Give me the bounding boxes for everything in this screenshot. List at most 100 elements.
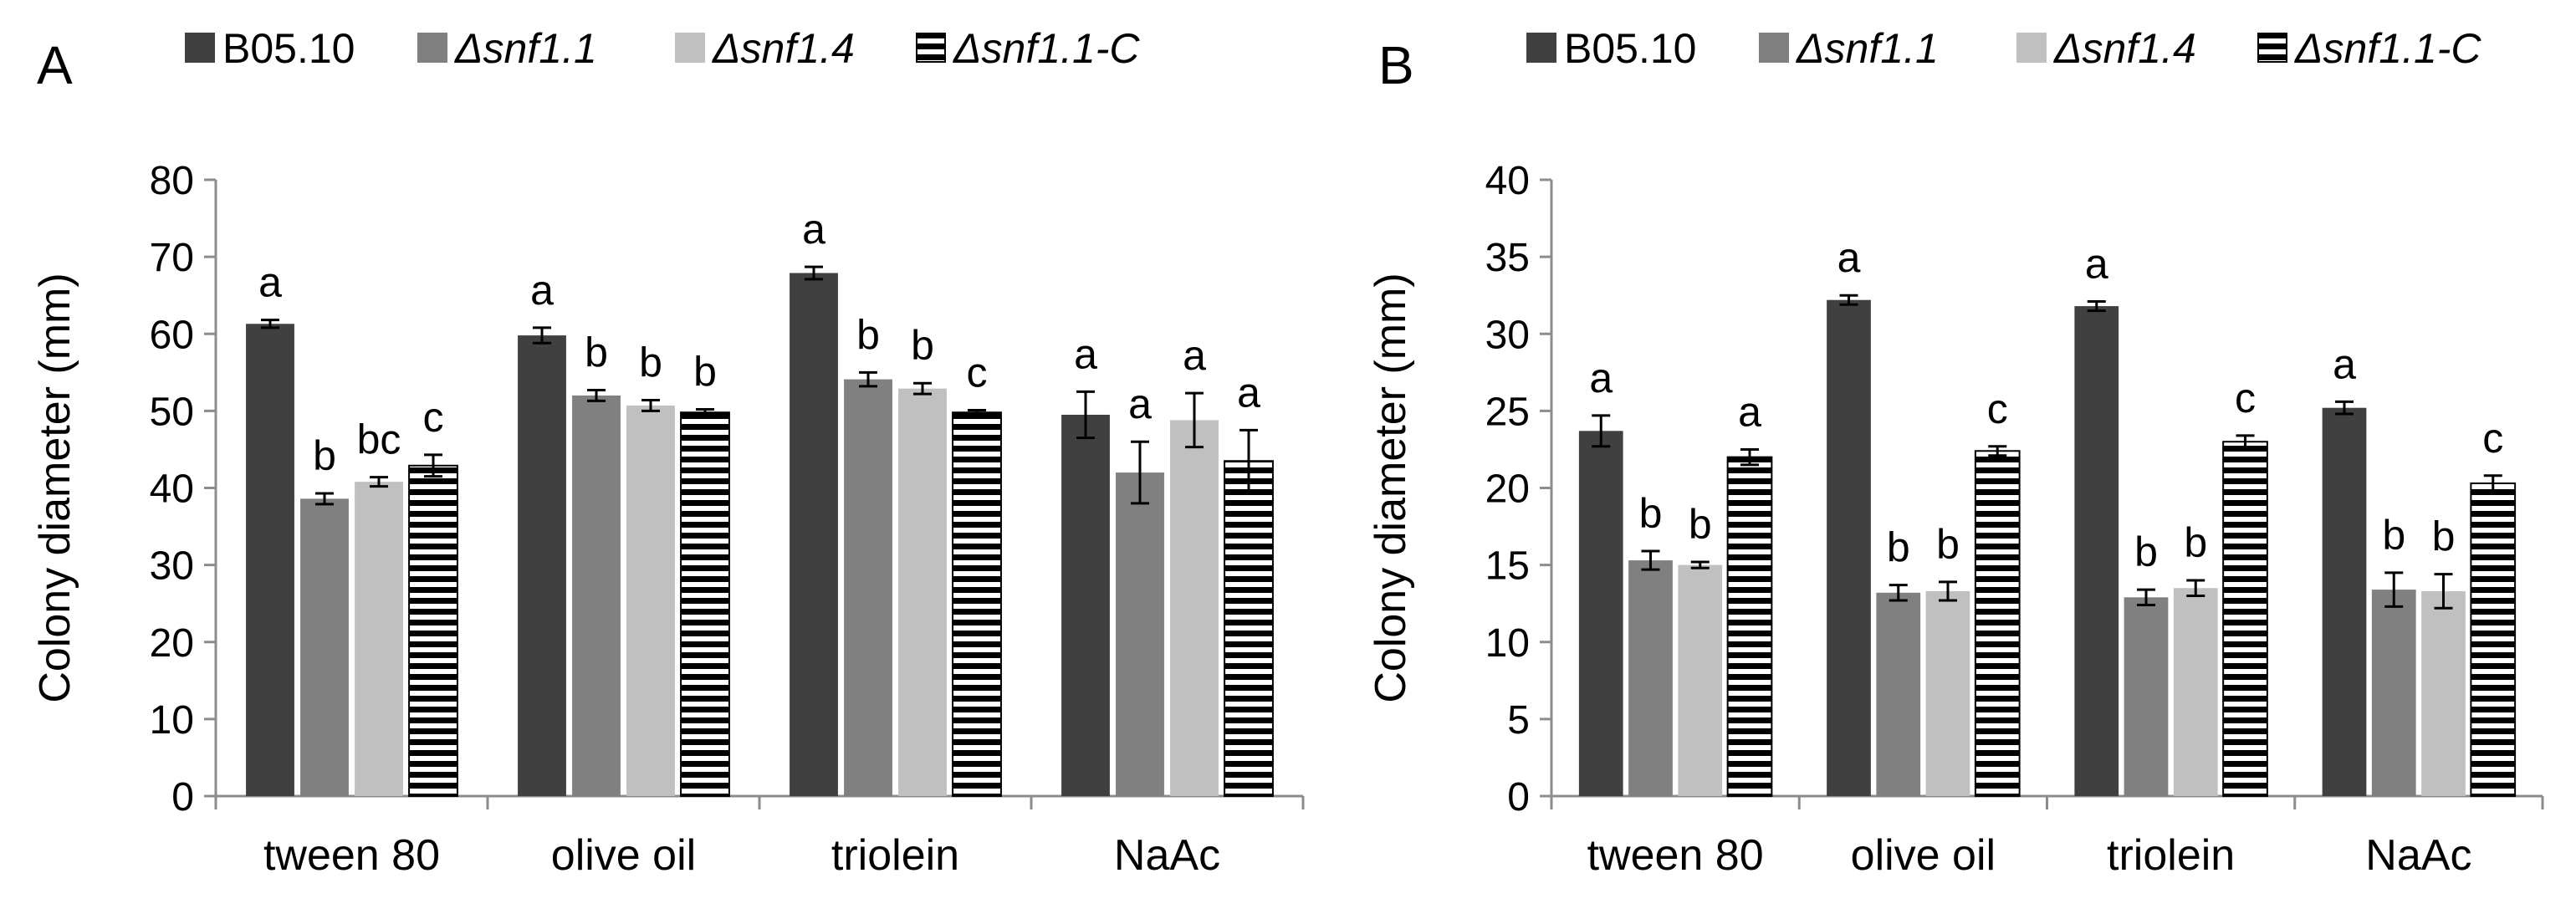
legend-item: Δsnf1.1 bbox=[417, 25, 597, 72]
error-bar bbox=[805, 265, 823, 281]
y-tick-label: 40 bbox=[1485, 159, 1530, 203]
panel-b: B B05.10 Δsnf1.1 Δsnf1.4 Δsnf1.1-C 0 5 10 15 20 25… bbox=[1367, 25, 2544, 880]
legend-label: Δsnf1.1 bbox=[1796, 25, 1939, 72]
error-bar bbox=[1131, 440, 1149, 505]
significance-label: b bbox=[1639, 490, 1663, 537]
y-tick-label: 35 bbox=[1485, 236, 1530, 280]
y-tick-label: 70 bbox=[150, 236, 194, 280]
legend-swatch bbox=[2257, 33, 2287, 63]
y-tick-label: 30 bbox=[1485, 313, 1530, 357]
bar bbox=[246, 324, 294, 796]
bar bbox=[952, 411, 1002, 797]
bar bbox=[1224, 460, 1274, 797]
legend-item: Δsnf1.1-C bbox=[2257, 25, 2481, 72]
y-tick-label: 50 bbox=[150, 390, 194, 434]
bar bbox=[2173, 588, 2218, 796]
bar bbox=[518, 335, 566, 796]
significance-label: a bbox=[2333, 340, 2356, 387]
y-tick-label: 60 bbox=[150, 313, 194, 357]
error-bar bbox=[1592, 414, 1611, 448]
error-bar bbox=[2384, 571, 2404, 608]
legend-item: Δsnf1.1-C bbox=[916, 25, 1140, 72]
error-bar bbox=[587, 389, 606, 402]
significance-label: b bbox=[639, 339, 662, 386]
x-category-label: NaAc bbox=[2365, 831, 2471, 880]
x-category-label: triolein bbox=[2107, 831, 2235, 880]
x-category-label: olive oil bbox=[1851, 831, 1996, 880]
significance-label: a bbox=[1837, 234, 1861, 281]
y-tick-label: 0 bbox=[1507, 775, 1530, 820]
error-bar bbox=[968, 408, 986, 416]
legend-swatch bbox=[675, 33, 705, 63]
significance-label: a bbox=[258, 259, 282, 306]
significance-label: a bbox=[1074, 330, 1097, 377]
significance-label: b bbox=[585, 329, 608, 376]
significance-label: a bbox=[1237, 369, 1260, 416]
y-tick-label: 30 bbox=[150, 544, 194, 589]
error-bar bbox=[1690, 560, 1710, 569]
error-bar bbox=[315, 492, 334, 506]
significance-label: b bbox=[2184, 519, 2207, 566]
bar bbox=[2371, 590, 2416, 796]
bar bbox=[1061, 414, 1110, 796]
error-bar bbox=[370, 476, 388, 488]
error-bar bbox=[1939, 580, 1957, 602]
y-tick-label: 0 bbox=[171, 775, 194, 820]
bar bbox=[1726, 456, 1773, 798]
y-tick-label: 20 bbox=[1485, 467, 1530, 512]
significance-label: c bbox=[2482, 415, 2503, 462]
legend-swatch bbox=[417, 33, 447, 63]
y-tick-label: 40 bbox=[150, 467, 194, 512]
legend-label: Δsnf1.4 bbox=[712, 25, 855, 72]
legend-item: B05.10 bbox=[1526, 25, 1696, 72]
error-bar bbox=[533, 326, 551, 345]
significance-label: a bbox=[1128, 380, 1152, 427]
bar bbox=[2470, 482, 2517, 797]
bar bbox=[2222, 441, 2268, 797]
significance-label: b bbox=[313, 432, 336, 479]
y-tick-label: 5 bbox=[1507, 698, 1530, 743]
legend-label: Δsnf1.4 bbox=[2053, 25, 2196, 72]
error-bar bbox=[2434, 573, 2453, 610]
error-bar bbox=[1988, 445, 2007, 457]
bar bbox=[790, 273, 838, 796]
bar bbox=[300, 498, 349, 796]
legend-label: Δsnf1.1 bbox=[454, 25, 597, 72]
bar bbox=[2421, 590, 2466, 796]
bar bbox=[1925, 590, 1970, 796]
legend-swatch bbox=[1759, 33, 1789, 63]
legend-item: Δsnf1.1 bbox=[1759, 25, 1939, 72]
bar bbox=[1116, 472, 1164, 796]
bar bbox=[898, 388, 947, 796]
legend-label: B05.10 bbox=[1564, 25, 1696, 72]
error-bar bbox=[859, 370, 877, 388]
legend-swatch bbox=[1526, 33, 1556, 63]
bar bbox=[2322, 407, 2367, 796]
y-axis-title: Colony diameter (mm) bbox=[31, 273, 79, 702]
legend-label: Δsnf1.1-C bbox=[953, 25, 1140, 72]
bar bbox=[626, 405, 675, 796]
bar bbox=[1628, 560, 1673, 796]
legend-label: B05.10 bbox=[222, 25, 355, 72]
y-tick-label: 10 bbox=[1485, 621, 1530, 666]
legend: B05.10 Δsnf1.1 Δsnf1.4 Δsnf1.1-C bbox=[185, 25, 1140, 72]
bar bbox=[1678, 564, 1723, 796]
significance-label: c bbox=[423, 394, 444, 441]
legend-item: B05.10 bbox=[185, 25, 355, 72]
significance-label: bc bbox=[357, 416, 401, 463]
error-bar bbox=[1889, 584, 1908, 602]
panel-letter: B bbox=[1378, 35, 1414, 95]
legend-swatch bbox=[185, 33, 215, 63]
error-bar bbox=[1641, 549, 1660, 571]
legend: B05.10 Δsnf1.1 Δsnf1.4 Δsnf1.1-C bbox=[1526, 25, 2481, 72]
error-bar bbox=[696, 408, 714, 417]
error-bar bbox=[913, 381, 932, 396]
legend-item: Δsnf1.4 bbox=[675, 25, 855, 72]
error-bar bbox=[2137, 588, 2155, 607]
y-axis-title: Colony diameter (mm) bbox=[1367, 273, 1415, 702]
significance-label: b bbox=[856, 311, 880, 358]
significance-label: b bbox=[1936, 521, 1960, 568]
x-category-label: triolein bbox=[831, 831, 959, 880]
